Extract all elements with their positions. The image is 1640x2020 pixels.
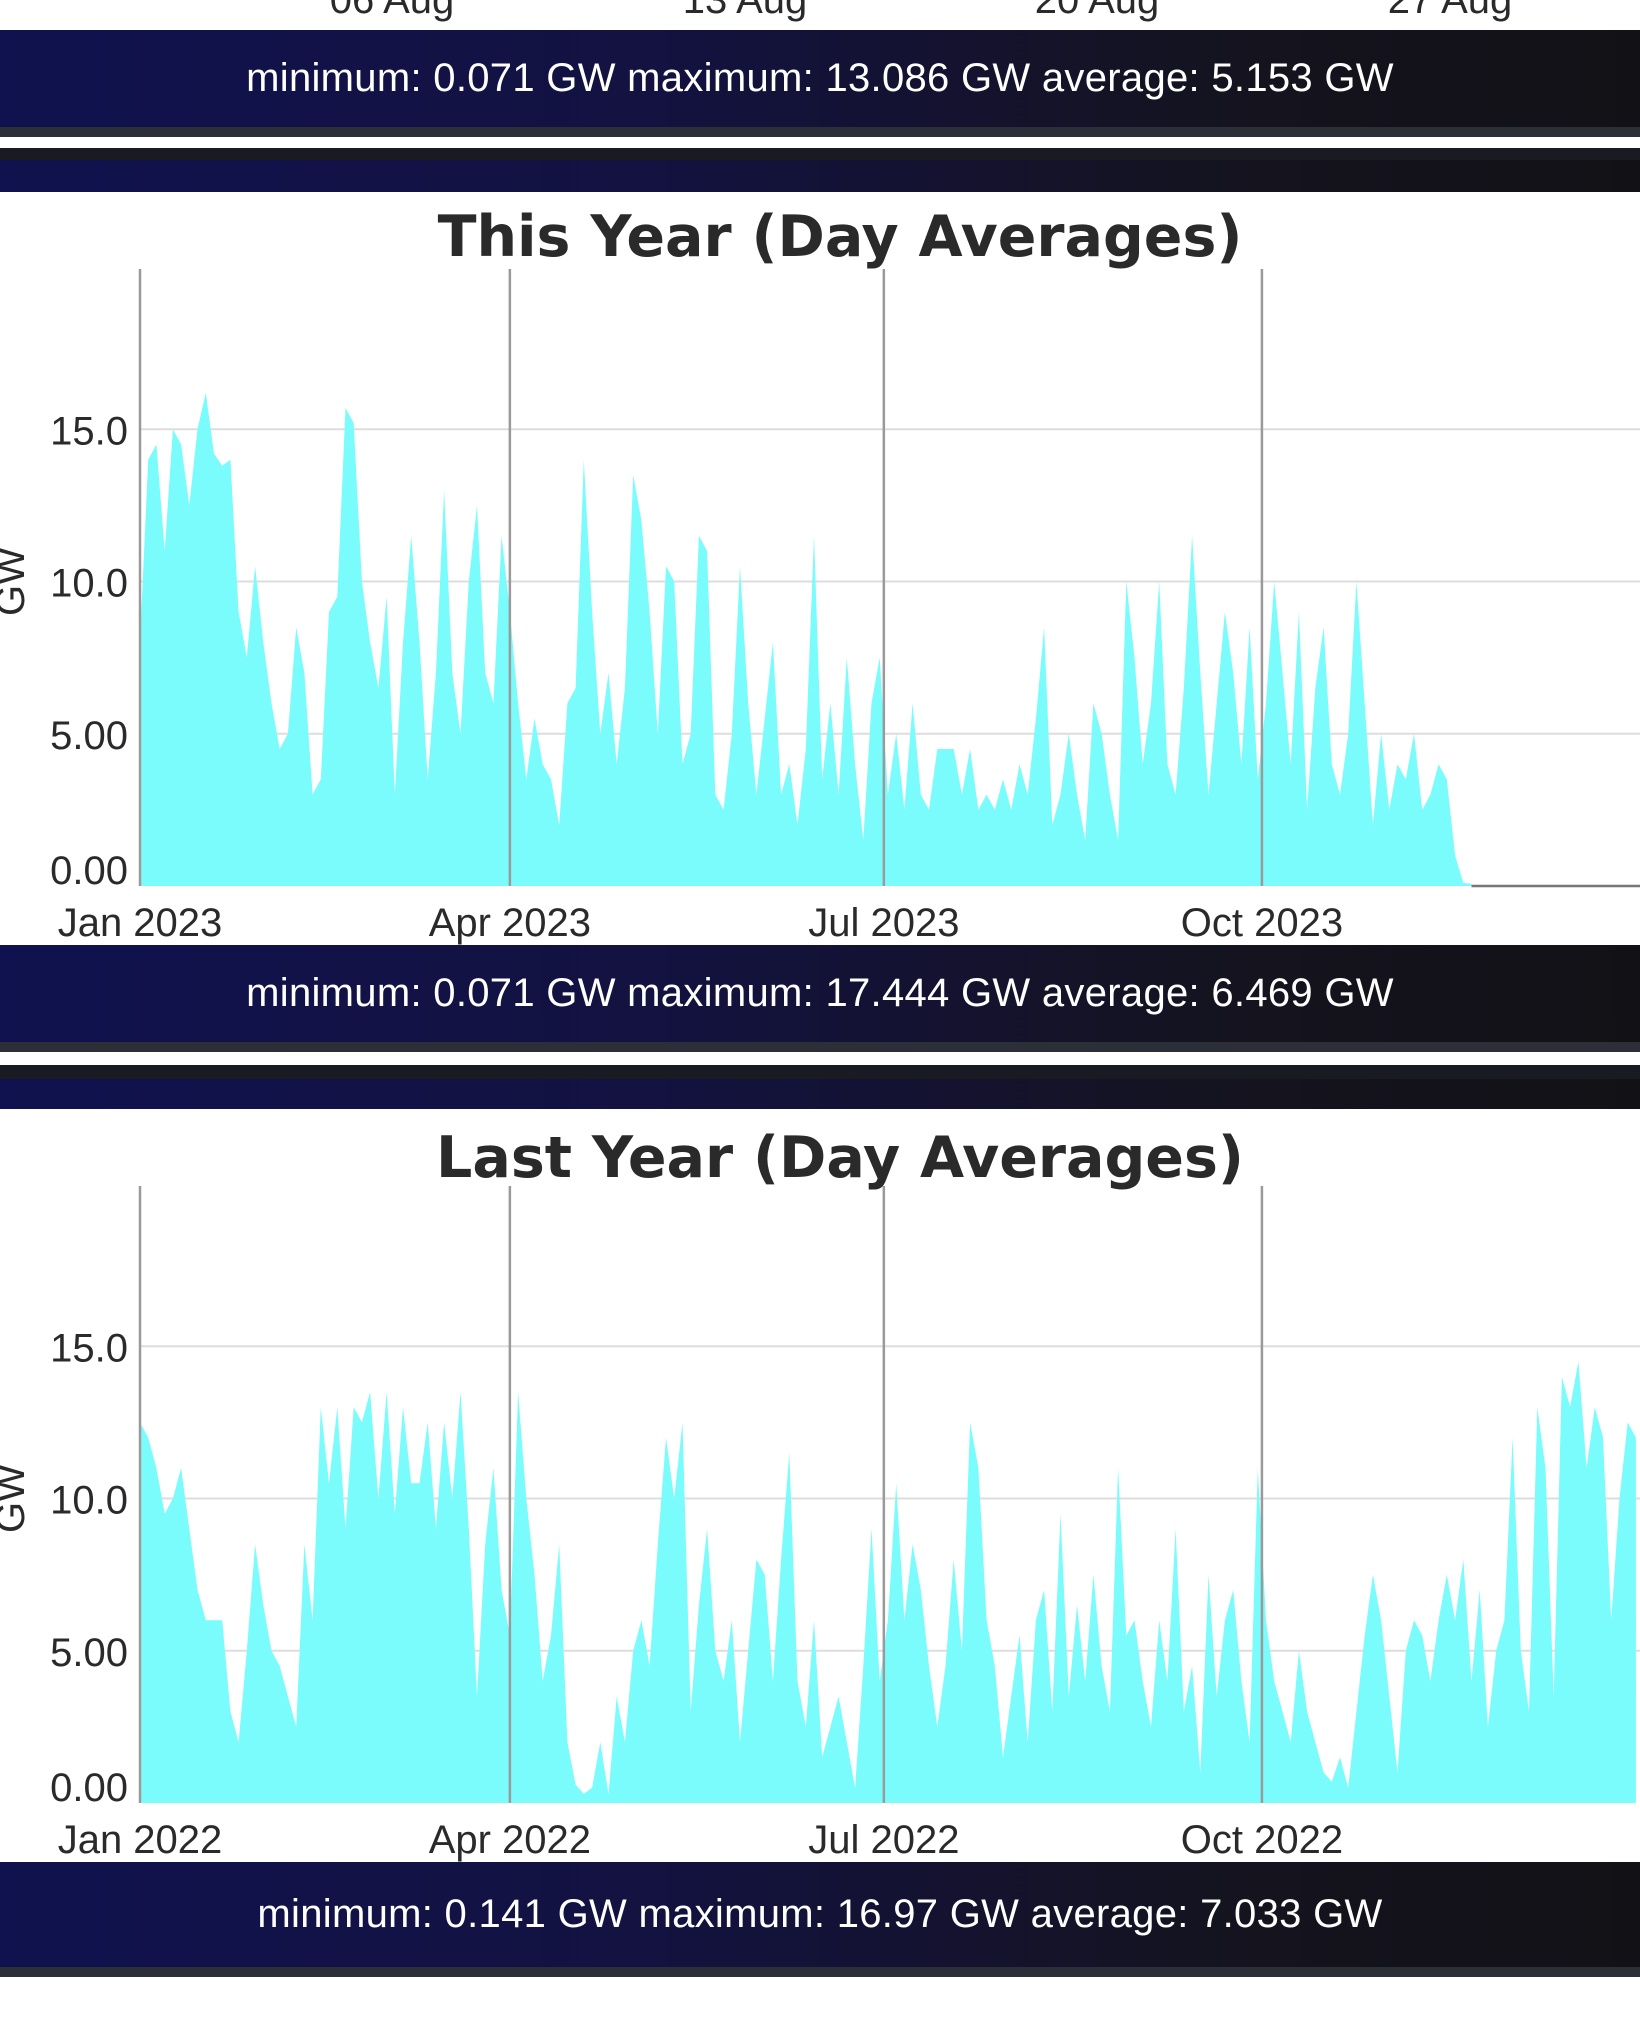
stats-band-this-year: minimum: 0.071 GW maximum: 17.444 GW ave… (0, 945, 1640, 1042)
y-tick-label: 10.0 (50, 1479, 128, 1523)
y-tick-label: 0.00 (50, 1766, 128, 1810)
y-tick-label: 15.0 (50, 409, 128, 453)
divider (0, 1967, 1640, 1977)
x-tick-label: Jul 2023 (808, 901, 959, 945)
previous-chart-x-tick: 13 Aug (682, 0, 808, 22)
x-tick-label: Oct 2022 (1181, 1818, 1343, 1862)
divider (0, 148, 1640, 160)
y-tick-label: 15.0 (50, 1326, 128, 1370)
series-area (140, 392, 1472, 886)
y-axis-label: GW (0, 1464, 33, 1533)
stats-band-previous: minimum: 0.071 GW maximum: 13.086 GW ave… (0, 30, 1640, 127)
y-tick-label: 0.00 (50, 849, 128, 893)
stats-band-last-year: minimum: 0.141 GW maximum: 16.97 GW aver… (0, 1862, 1640, 1967)
x-tick-label: Apr 2022 (429, 1818, 591, 1862)
y-tick-label: 5.00 (50, 1631, 128, 1675)
y-tick-label: 10.0 (50, 562, 128, 606)
divider (0, 1065, 1640, 1079)
y-tick-label: 5.00 (50, 714, 128, 758)
x-tick-label: Apr 2023 (429, 901, 591, 945)
stats-text: minimum: 0.071 GW maximum: 17.444 GW ave… (246, 971, 1394, 1015)
previous-chart-x-tick: 06 Aug (329, 0, 455, 22)
previous-chart-x-ticks: 06 Aug 13 Aug 20 Aug 27 Aug (0, 0, 1640, 28)
y-axis-label: GW (0, 547, 33, 616)
last-year-chart: 0.00 5.00 10.0 15.0 GW Jan 2022 Apr 2022 Jul 20… (0, 1186, 1640, 1862)
x-tick-label: Jul 2022 (808, 1818, 959, 1862)
panel-header-band (0, 160, 1640, 192)
divider (0, 127, 1640, 137)
stats-text: minimum: 0.071 GW maximum: 13.086 GW ave… (246, 56, 1394, 100)
chart-panel-this-year: This Year (Day Averages) 0.00 5.00 10.0 15.… (0, 192, 1640, 945)
stats-text: minimum: 0.141 GW maximum: 16.97 GW aver… (257, 1892, 1383, 1936)
chart-title: This Year (Day Averages) (437, 204, 1243, 270)
previous-chart-x-tick: 27 Aug (1387, 0, 1513, 22)
x-tick-label: Jan 2022 (58, 1818, 223, 1862)
chart-panel-last-year: Last Year (Day Averages) 0.00 5.00 10.0 15.… (0, 1109, 1640, 1862)
x-tick-label: Jan 2023 (58, 901, 223, 945)
this-year-chart: 0.00 5.00 10.0 15.0 GW Jan 2023 Apr 2023 Jul 20… (0, 269, 1640, 945)
x-tick-label: Oct 2023 (1181, 901, 1343, 945)
series-area (140, 1361, 1636, 1803)
divider (0, 1042, 1640, 1052)
panel-header-band (0, 1079, 1640, 1109)
chart-title: Last Year (Day Averages) (436, 1125, 1244, 1191)
previous-chart-x-tick: 20 Aug (1034, 0, 1160, 22)
